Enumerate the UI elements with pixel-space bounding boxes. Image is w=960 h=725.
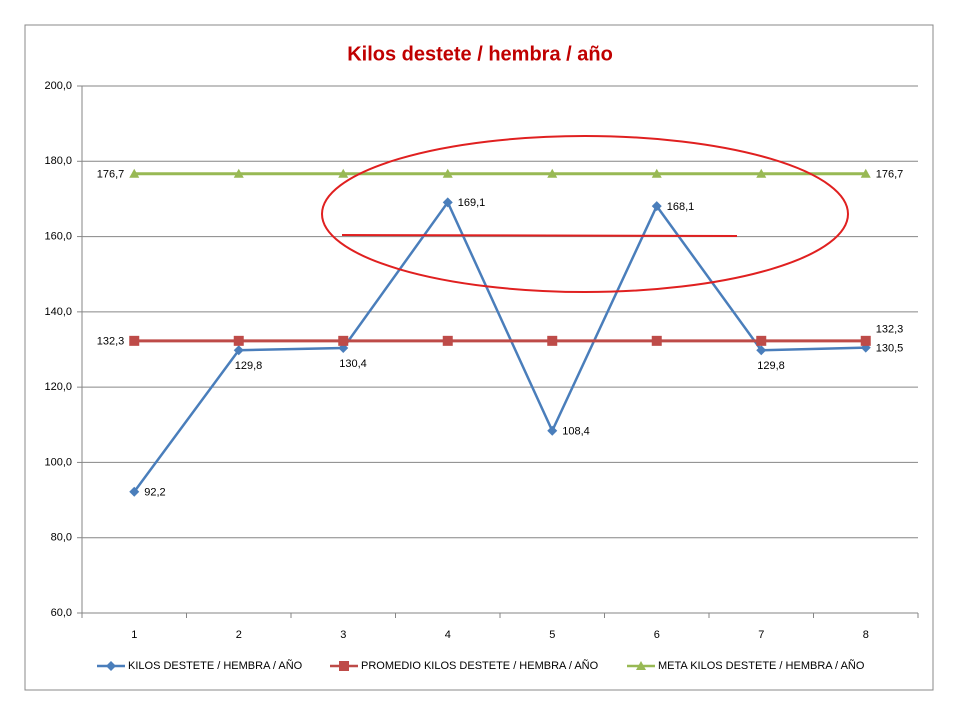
marker (756, 345, 767, 356)
marker (233, 335, 244, 346)
legend-label: META KILOS DESTETE / HEMBRA / AÑO (658, 659, 865, 672)
marker (339, 661, 349, 671)
chart-border (24, 24, 934, 691)
legend: KILOS DESTETE / HEMBRA / AÑO PROMEDIO KIL… (97, 659, 865, 672)
y-tick-label: 60,0 (51, 607, 72, 619)
series-line (133, 199, 866, 493)
marker (338, 168, 349, 178)
marker (233, 345, 244, 356)
data-label: 129,8 (757, 360, 785, 372)
x-tick-label: 1 (131, 629, 137, 641)
marker (547, 425, 558, 436)
x-tick-label: 6 (654, 629, 660, 641)
y-tick-label: 80,0 (51, 532, 72, 544)
y-tick-label: 180,0 (44, 155, 72, 167)
marker (651, 201, 662, 212)
marker (756, 335, 767, 346)
x-tick-label: 8 (863, 629, 869, 641)
marker (547, 335, 558, 346)
data-label: 92,2 (144, 487, 165, 499)
legend-label: KILOS DESTETE / HEMBRA / AÑO (128, 659, 303, 672)
data-label: 168,1 (667, 201, 695, 213)
marker (129, 486, 140, 497)
marker (651, 335, 662, 346)
y-tick-label: 160,0 (44, 230, 72, 242)
marker (233, 168, 244, 178)
marker (129, 168, 140, 178)
marker (651, 168, 662, 178)
marker (442, 335, 453, 346)
data-label: 176,7 (97, 169, 125, 181)
marker (338, 335, 349, 346)
chart-title: Kilos destete / hembra / año (347, 43, 613, 65)
x-tick-label: 7 (758, 629, 764, 641)
marker (756, 168, 767, 178)
marker (129, 335, 140, 346)
marker (860, 335, 871, 346)
y-tick-label: 100,0 (44, 456, 72, 468)
data-label: 176,7 (876, 169, 904, 181)
data-label: 130,4 (339, 358, 367, 370)
x-tick-label: 3 (340, 629, 346, 641)
marker (106, 661, 116, 671)
x-tick-label: 2 (236, 629, 242, 641)
marker (442, 168, 453, 178)
marker (636, 661, 646, 670)
data-label: 130,5 (876, 343, 904, 355)
data-label: 169,1 (458, 197, 486, 209)
data-label: 132,3 (876, 324, 904, 336)
data-label: 132,3 (97, 336, 125, 348)
x-tick-label: 4 (445, 629, 451, 641)
data-label: 129,8 (235, 360, 263, 372)
y-tick-label: 120,0 (44, 381, 72, 393)
y-tick-label: 200,0 (44, 80, 72, 92)
marker (442, 197, 453, 208)
x-tick-label: 5 (549, 629, 555, 641)
marker (547, 168, 558, 178)
y-tick-label: 140,0 (44, 306, 72, 318)
data-label: 108,4 (562, 426, 590, 438)
highlight-line (341, 234, 738, 237)
marker (860, 168, 871, 178)
highlight-ellipse (321, 135, 849, 293)
annotation (321, 135, 849, 293)
legend-label: PROMEDIO KILOS DESTETE / HEMBRA / AÑO (361, 659, 599, 672)
